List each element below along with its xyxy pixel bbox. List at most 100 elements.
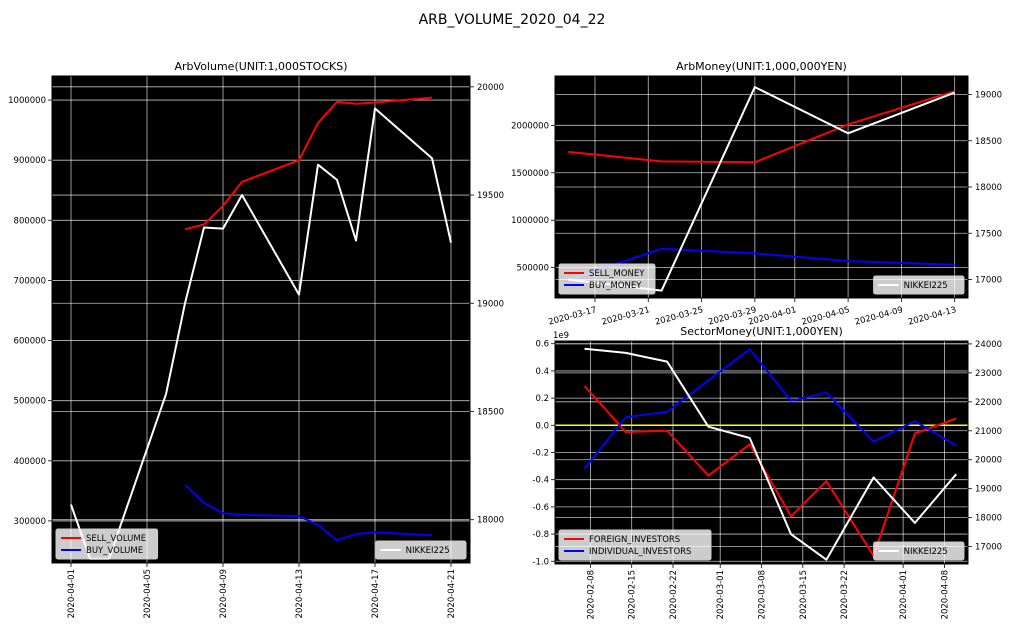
arb_volume-chart: ArbVolume(UNIT:1,000STOCKS) 2020-04-01 202… bbox=[8, 60, 504, 618]
sector_money-y2tick-label: 24000 bbox=[975, 340, 1002, 350]
arb_volume-ytick-label: 700000 bbox=[14, 276, 46, 286]
arb_money-legend-left: SELL_MONEY BUY_MONEY bbox=[558, 263, 656, 295]
sector_money-ytick-label: -0.8 bbox=[532, 530, 549, 540]
arb_volume-series-buy-volume bbox=[184, 484, 433, 542]
legend-box bbox=[375, 540, 467, 560]
arb_volume-xtick-label: 2020-04-05 bbox=[143, 569, 153, 618]
arb_volume-series-nikkei225 bbox=[70, 107, 452, 560]
arb_volume-xtick-label: 2020-04-21 bbox=[447, 569, 457, 618]
arb_volume-legend-right: NIKKEI225 bbox=[375, 540, 467, 560]
sector_money-ytick-label: 0.6 bbox=[535, 340, 549, 350]
legend-label: SELL_VOLUME bbox=[86, 534, 146, 544]
arb_volume-y2tick-label: 19000 bbox=[477, 299, 504, 309]
arb_money-y2tick-label: 17000 bbox=[975, 276, 1002, 286]
arb_money-ytick-label: 500000 bbox=[517, 264, 549, 274]
legend-label: INDIVIDUAL_INVESTORS bbox=[589, 547, 691, 557]
arb_money-y2tick-label: 17500 bbox=[975, 229, 1002, 239]
sector_money-ytick-label: -0.6 bbox=[532, 503, 549, 513]
sector_money-y2tick-label: 21000 bbox=[975, 427, 1002, 437]
sector_money-xtick-label: 2020-03-15 bbox=[799, 570, 809, 619]
arb_volume-ytick-label: 400000 bbox=[14, 457, 46, 467]
arb_volume-ytick-label: 300000 bbox=[14, 517, 46, 527]
sector_money-ytick-label: -1.0 bbox=[532, 557, 549, 567]
legend-box bbox=[873, 541, 965, 561]
arb_volume-legend-left: SELL_VOLUME BUY_VOLUME bbox=[55, 528, 159, 560]
arb_volume-y2tick-label: 20000 bbox=[477, 83, 504, 93]
arb_money-frame bbox=[554, 75, 969, 299]
arb_volume-xtick-label: 2020-04-01 bbox=[67, 569, 77, 618]
sector_money-y2tick-label: 23000 bbox=[975, 369, 1002, 379]
arb_money-ytick-label: 1000000 bbox=[511, 216, 549, 226]
arb_money-xtick-label: 2020-04-13 bbox=[907, 305, 957, 327]
legend-label: FOREIGN_INVESTORS bbox=[589, 535, 680, 545]
sector_money-ytick-label: -0.2 bbox=[532, 449, 549, 459]
arb_money-y2tick-label: 18500 bbox=[975, 137, 1002, 147]
legend-label: NIKKEI225 bbox=[904, 547, 948, 557]
arb_volume-y2tick-label: 18000 bbox=[477, 516, 504, 526]
arb_volume-frame bbox=[51, 75, 471, 564]
sector_money-ytick-label: 0.2 bbox=[535, 394, 549, 404]
sector_money-frame bbox=[554, 340, 969, 565]
arb_volume-xtick-label: 2020-04-09 bbox=[219, 569, 229, 618]
sector_money-series-nikkei225 bbox=[584, 347, 957, 561]
legend-label: BUY_MONEY bbox=[589, 281, 642, 291]
sector_money-xtick-label: 2020-02-22 bbox=[669, 570, 679, 619]
sector_money-y2tick-label: 20000 bbox=[975, 456, 1002, 466]
figure-title: ARB_VOLUME_2020_04_22 bbox=[419, 12, 606, 28]
arb_money-series-buy-money bbox=[567, 247, 955, 281]
arb_money-xtick-label: 2020-03-17 bbox=[547, 305, 597, 327]
arb_money-xtick-label: 2020-04-09 bbox=[854, 305, 904, 327]
arb_money-xtick-label: 2020-03-21 bbox=[601, 305, 651, 327]
arb_volume-xtick-label: 2020-04-17 bbox=[371, 569, 381, 618]
arb_volume-title: ArbVolume(UNIT:1,000STOCKS) bbox=[175, 60, 348, 73]
sector_money-xtick-label: 2020-03-01 bbox=[716, 570, 726, 619]
sector_money-series-foreign-investors bbox=[583, 385, 957, 557]
arb_volume-y2tick-label: 18500 bbox=[477, 407, 504, 417]
sector_money-legend-left: FOREIGN_INVESTORS INDIVIDUAL_INVESTORS bbox=[558, 529, 712, 561]
sector_money-series-individual-investors bbox=[583, 348, 957, 470]
arb_money-title: ArbMoney(UNIT:1,000,000YEN) bbox=[676, 60, 847, 73]
arb_volume-xtick-label: 2020-04-13 bbox=[295, 569, 305, 618]
legend-box bbox=[873, 275, 965, 295]
arb_volume-ytick-label: 1000000 bbox=[8, 96, 46, 106]
sector_money-xtick-label: 2020-04-01 bbox=[899, 570, 909, 619]
sector_money-xtick-label: 2020-02-15 bbox=[628, 570, 638, 619]
sector_money-xtick-label: 2020-03-08 bbox=[758, 570, 768, 619]
sector_money-ytick-label: 0.4 bbox=[535, 367, 549, 377]
arb_money-series-sell-money bbox=[568, 90, 955, 164]
legend-label: NIKKEI225 bbox=[406, 546, 450, 556]
arb_money-ytick-label: 1500000 bbox=[511, 169, 549, 179]
sector_money-y2tick-label: 22000 bbox=[975, 398, 1002, 408]
sector_money-ytick-label: -0.4 bbox=[532, 476, 549, 486]
legend-label: NIKKEI225 bbox=[904, 281, 948, 291]
arb_volume-ytick-label: 800000 bbox=[14, 216, 46, 226]
arb_money-y2tick-label: 18000 bbox=[975, 183, 1002, 193]
legend-box bbox=[55, 528, 159, 560]
arb_volume-ytick-label: 900000 bbox=[14, 156, 46, 166]
arb_volume-ytick-label: 600000 bbox=[14, 337, 46, 347]
arb_money-y2tick-label: 19000 bbox=[975, 91, 1002, 101]
arb_money-legend-right: NIKKEI225 bbox=[873, 275, 965, 295]
sector_money-ytick-label: 0.0 bbox=[535, 421, 549, 431]
arb_money-chart: ArbMoney(UNIT:1,000,000YEN)2020-03-17 202… bbox=[511, 60, 1002, 328]
legend-box bbox=[558, 263, 656, 295]
sector_money-xtick-label: 2020-02-08 bbox=[586, 570, 596, 619]
sector_money-title: SectorMoney(UNIT:1,000YEN) bbox=[680, 325, 843, 338]
sector_money-xtick-label: 2020-03-22 bbox=[840, 570, 850, 619]
arb_volume-y2tick-label: 19500 bbox=[477, 191, 504, 201]
sector_money-chart: SectorMoney(UNIT:1,000YEN) 2020-02-08 2020… bbox=[532, 325, 1002, 619]
arb_volume-ytick-label: 500000 bbox=[14, 397, 46, 407]
sector_money-legend-right: NIKKEI225 bbox=[873, 541, 965, 561]
legend-box bbox=[558, 529, 712, 561]
sector_money-xtick-label: 2020-04-08 bbox=[940, 570, 950, 619]
arb_volume-plot-area bbox=[52, 76, 470, 563]
sector_money-y2tick-label: 18000 bbox=[975, 514, 1002, 524]
sector_money-y2tick-label: 19000 bbox=[975, 485, 1002, 495]
arb_money-ytick-label: 2000000 bbox=[511, 121, 549, 131]
legend-label: BUY_VOLUME bbox=[86, 546, 143, 556]
arb_volume-series-sell-volume bbox=[184, 96, 433, 231]
sector_money-y2tick-label: 17000 bbox=[975, 543, 1002, 553]
legend-label: SELL_MONEY bbox=[589, 269, 645, 279]
sector_money-y-offset-label: 1e9 bbox=[553, 331, 569, 341]
